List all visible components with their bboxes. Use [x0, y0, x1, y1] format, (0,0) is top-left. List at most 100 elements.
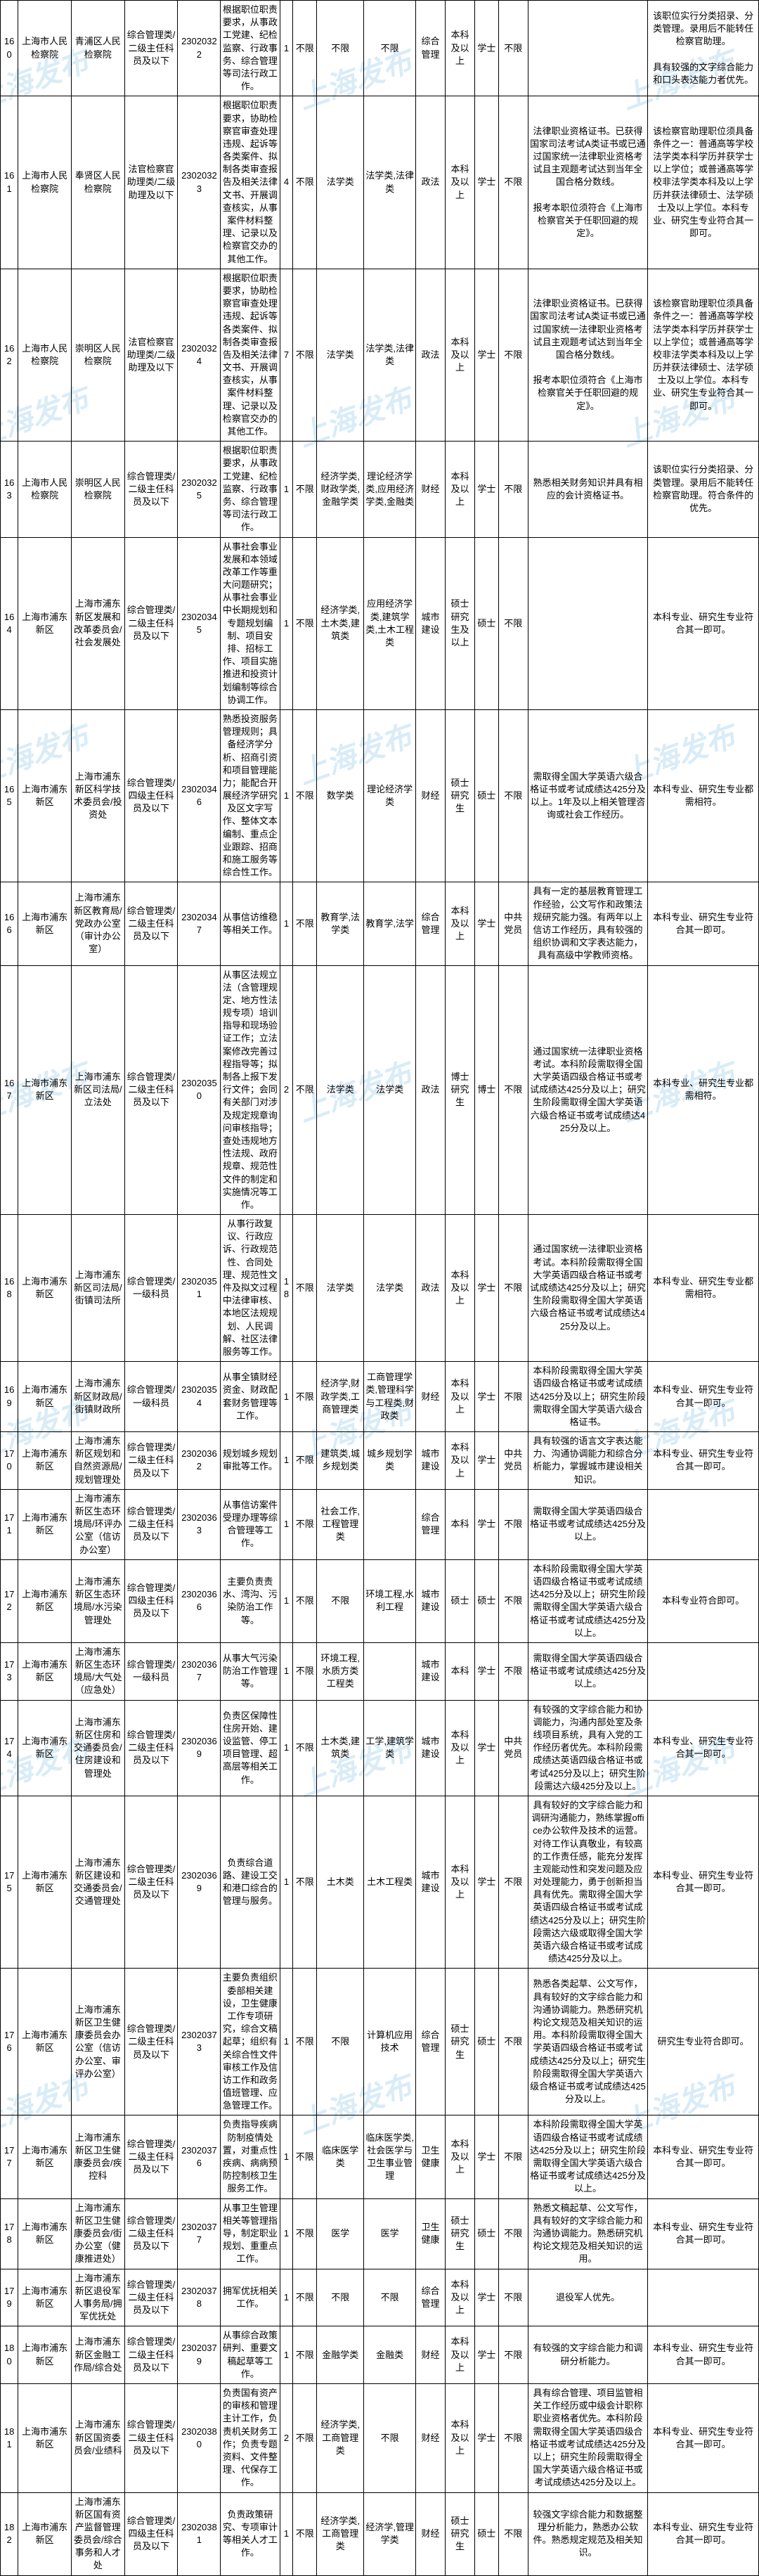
table-cell: 卫生健康 [415, 2115, 445, 2198]
table-cell: 1 [280, 2198, 293, 2269]
table-cell: 上海市浦东新区 [18, 1700, 72, 1796]
table-cell: 上海市浦东新区金融工作局/综合处 [71, 2326, 124, 2384]
table-cell: 本科及以上 [446, 269, 475, 441]
table-cell: 上海市浦东新区国资委员会/业绩科 [71, 2384, 124, 2493]
table-cell: 城市建设 [415, 1700, 445, 1796]
table-cell: 法学类 [364, 1215, 416, 1362]
table-cell: 奉贤区人民检察院 [71, 96, 124, 269]
table-cell: 法学类,法律类 [364, 96, 416, 269]
table-row: 180上海市浦东新区上海市浦东新区金融工作局/综合处综合管理类/二级主任科员及以… [1, 2326, 759, 2384]
table-cell: 财经 [415, 709, 445, 882]
table-cell: 165 [1, 709, 18, 882]
table-cell: 上海市浦东新区退役军人事务局/拥军优抚处 [71, 2269, 124, 2326]
table-cell [528, 537, 647, 709]
table-cell: 综合管理 [415, 1969, 445, 2115]
table-cell: 不限 [293, 1215, 317, 1362]
table-cell: 经济学类,工商管理类 [317, 2384, 364, 2493]
table-cell: 该检察官助理职位须具备条件之一：普通高等学校法学类本科学历并获学士以上学位；或普… [648, 96, 759, 269]
table-cell: 主要负责组织委部相关建设，卫生健康工作专项研究，综合文稿起草；组织有关综合性文件… [221, 1969, 280, 2115]
table-cell: 本科专业、研究生专业都需相符。 [648, 965, 759, 1215]
table-cell: 本科及以上 [446, 1, 475, 96]
table-cell: 熟悉文稿起草、公文写作，具有较好的文字综合能力和沟通协调能力。熟悉研究机构论文规… [528, 2198, 647, 2269]
table-cell: 法学类 [317, 965, 364, 1215]
table-cell: 上海市浦东新区生态环境局/大气处（应急处） [71, 1642, 124, 1700]
table-cell: 临床医学类,社会医学与卫生事业管理 [364, 2115, 416, 2198]
table-cell: 负责国有资产的审核和管理主计工作，负责机关财务工作；负责专题资料、文件整理、代保… [221, 2384, 280, 2493]
table-cell: 上海市人民检察院 [18, 442, 72, 537]
table-cell: 上海市人民检察院 [18, 1, 72, 96]
table-cell: 综合管理 [415, 1489, 445, 1559]
table-row: 177上海市浦东新区上海市浦东新区卫生健康委员会/疾控科综合管理类/二级主任科员… [1, 2115, 759, 2198]
table-cell: 本科及以上 [446, 1215, 475, 1362]
table-cell: 本科及以上 [446, 2269, 475, 2326]
table-cell: 硕士 [475, 1559, 499, 1642]
table-cell: 城乡规划学类 [364, 1432, 416, 1490]
table-cell: 研究生专业符合即可。 [648, 1969, 759, 2115]
table-cell: 从事卫生管理相关等管理指导，制定职业规划、重重点工作。 [221, 2198, 280, 2269]
table-cell: 主要负责责水、湾沟、污染防治工作等。 [221, 1559, 280, 1642]
table-cell: 不限 [293, 1559, 317, 1642]
table-cell: 土木工程类 [364, 1796, 416, 1968]
table-cell: 金融类 [364, 2326, 416, 2384]
table-cell: 本科专业、研究生专业符合其一即可。 [648, 882, 759, 965]
table-cell: 上海市浦东新区 [18, 1489, 72, 1559]
table-cell: 上海市浦东新区卫生健康委员会办公室（信访办公室、审评办公室） [71, 1969, 124, 2115]
table-cell: 上海市浦东新区 [18, 1362, 72, 1432]
table-cell: 从事区法规立法（含管理规定、地方性法规专项）培训指导和现场验证工作；立法案修改完… [221, 965, 280, 1215]
table-cell: 熟悉各类起草、公文写作，具有较好的文字综合能力和沟通协调能力。熟悉研究机构论文规… [528, 1969, 647, 2115]
table-cell: 1 [280, 2269, 293, 2326]
table-cell: 卫生健康 [415, 2198, 445, 2269]
table-row: 175上海市浦东新区上海市浦东新区建设和交通委员会/交通管理处综合管理类/二级主… [1, 1796, 759, 1968]
table-row: 166上海市浦东新区上海市浦东新区教育局/党政办公室（审计办公室）综合管理类/二… [1, 882, 759, 965]
table-row: 173上海市浦东新区上海市浦东新区生态环境局/大气处（应急处）综合管理类/一级科… [1, 1642, 759, 1700]
table-cell: 社会工作,工程管理类 [317, 1489, 364, 1559]
table-row: 165上海市浦东新区上海市浦东新区科学技术委员会/投资处综合管理类/四级主任科员… [1, 709, 759, 882]
table-cell: 上海市浦东新区 [18, 1559, 72, 1642]
table-cell: 法律职业资格证书。已获得国家司法考试A类证书或已通过国家统一法律职业资格考试且主… [528, 96, 647, 269]
table-cell: 不限 [293, 2115, 317, 2198]
table-cell: 不限 [498, 1362, 528, 1432]
table-cell: 应用经济学类,建筑学类,土木工程类 [364, 537, 416, 709]
table-cell: 不限 [293, 2269, 317, 2326]
table-cell: 不限 [498, 2115, 528, 2198]
table-cell: 本科阶段需取得全国大学英语四级合格证书或考试成绩达425分及以上；研究生阶段需取… [528, 1559, 647, 1642]
table-cell: 不限 [293, 2384, 317, 2493]
table-cell: 7 [280, 269, 293, 441]
table-cell: 学士 [475, 96, 499, 269]
table-cell: 不限 [293, 965, 317, 1215]
table-cell: 不限 [498, 537, 528, 709]
table-cell: 具有较好的文字综合能力和调研沟通能力，熟练掌握office办公软件及技术的运营。… [528, 1796, 647, 1968]
table-cell: 不限 [498, 965, 528, 1215]
table-cell: 不限 [498, 2269, 528, 2326]
table-cell: 23020351 [178, 1215, 221, 1362]
table-cell: 上海市浦东新区生态环境局/环评办公室（信访办公室） [71, 1489, 124, 1559]
table-cell: 硕士研究生 [446, 2198, 475, 2269]
table-cell: 23020380 [178, 2384, 221, 2493]
table-cell: 综合管理类/二级主任科员及以下 [124, 1700, 178, 1796]
table-cell: 硕士研究生 [446, 1969, 475, 2115]
table-cell: 1 [280, 442, 293, 537]
table-cell: 本科专业、研究生专业符合其一即可。 [648, 537, 759, 709]
table-cell: 环境工程,水利工程 [364, 1559, 416, 1642]
table-cell: 负责指导疾病防制疫情处置，对重点性疾病、病病预防控制核卫生服务工作。 [221, 2115, 280, 2198]
table-cell: 174 [1, 1700, 18, 1796]
table-cell: 不限 [498, 709, 528, 882]
table-cell: 本科专业、研究生专业符合其一即可。 [648, 1432, 759, 1490]
table-cell: 2 [280, 965, 293, 1215]
table-cell: 学士 [475, 2115, 499, 2198]
table-cell: 财经 [415, 442, 445, 537]
table-cell: 学士 [475, 1, 499, 96]
table-cell: 从事行政复议、行政应诉、行政规范性、合同处理、规范性文件及拟文过程中法律审核、本… [221, 1215, 280, 1362]
table-cell: 学士 [475, 1700, 499, 1796]
table-cell: 硕士 [475, 2492, 499, 2575]
table-cell: 不限 [317, 1559, 364, 1642]
table-row: 164上海市浦东新区上海市浦东新区发展和改革委员会/社会发展处综合管理类/二级主… [1, 537, 759, 709]
table-cell: 上海市浦东新区 [18, 2384, 72, 2493]
table-cell: 上海市人民检察院 [18, 96, 72, 269]
table-cell: 法学类 [364, 965, 416, 1215]
table-row: 182上海市浦东新区上海市浦东新区国有资产监督管理委员会/综合事务和人才处综合管… [1, 2492, 759, 2575]
table-cell: 上海市浦东新区司法局/街镇司法所 [71, 1215, 124, 1362]
table-cell: 不限 [498, 1969, 528, 2115]
table-cell: 博士 [475, 965, 499, 1215]
table-cell: 上海市浦东新区住房和交通委员会/住房建设和管理处 [71, 1700, 124, 1796]
